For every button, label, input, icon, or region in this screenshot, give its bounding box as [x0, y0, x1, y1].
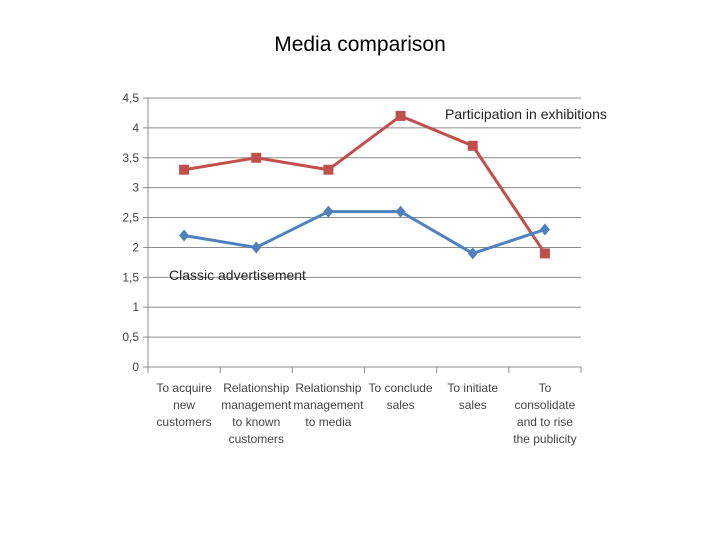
data-point — [395, 205, 406, 218]
data-point — [539, 248, 550, 259]
y-tick-label: 2 — [132, 240, 139, 254]
x-tick-label: To initiate sales — [447, 381, 498, 412]
y-tick-label: 2,5 — [122, 211, 139, 225]
y-tick-label: 0,5 — [122, 330, 139, 344]
x-tick-label: To conclude sales — [369, 381, 433, 412]
data-point — [323, 164, 334, 175]
y-tick-label: 3 — [132, 181, 139, 195]
x-tick-label: Relationship management to media — [293, 381, 364, 429]
series-line-0 — [183, 114, 547, 255]
data-point — [251, 152, 262, 163]
series-line-1 — [183, 210, 546, 255]
y-tick-label: 1,5 — [122, 270, 139, 284]
data-point — [467, 140, 478, 151]
y-tick-label: 1 — [132, 300, 139, 314]
data-point — [251, 241, 262, 254]
series-label: Participation in exhibitions — [445, 106, 607, 122]
y-tick-label: 3,5 — [122, 151, 139, 165]
data-point — [323, 205, 334, 218]
chart-title: Media comparison — [274, 33, 446, 56]
x-tick-label: To acquire new customers — [156, 381, 212, 429]
series-label: Classic advertisement — [169, 267, 306, 283]
x-tick-label: To consolidate and to rise the publicity — [513, 381, 576, 446]
x-tick-label: Relationship management to known customers — [221, 381, 292, 446]
data-point — [179, 229, 190, 242]
y-tick-label: 0 — [132, 360, 139, 374]
y-tick-label: 4 — [132, 121, 139, 135]
data-point — [395, 110, 406, 121]
y-tick-label: 4,5 — [122, 91, 139, 105]
data-point — [467, 247, 478, 260]
data-point — [179, 164, 190, 175]
data-point — [539, 223, 550, 236]
